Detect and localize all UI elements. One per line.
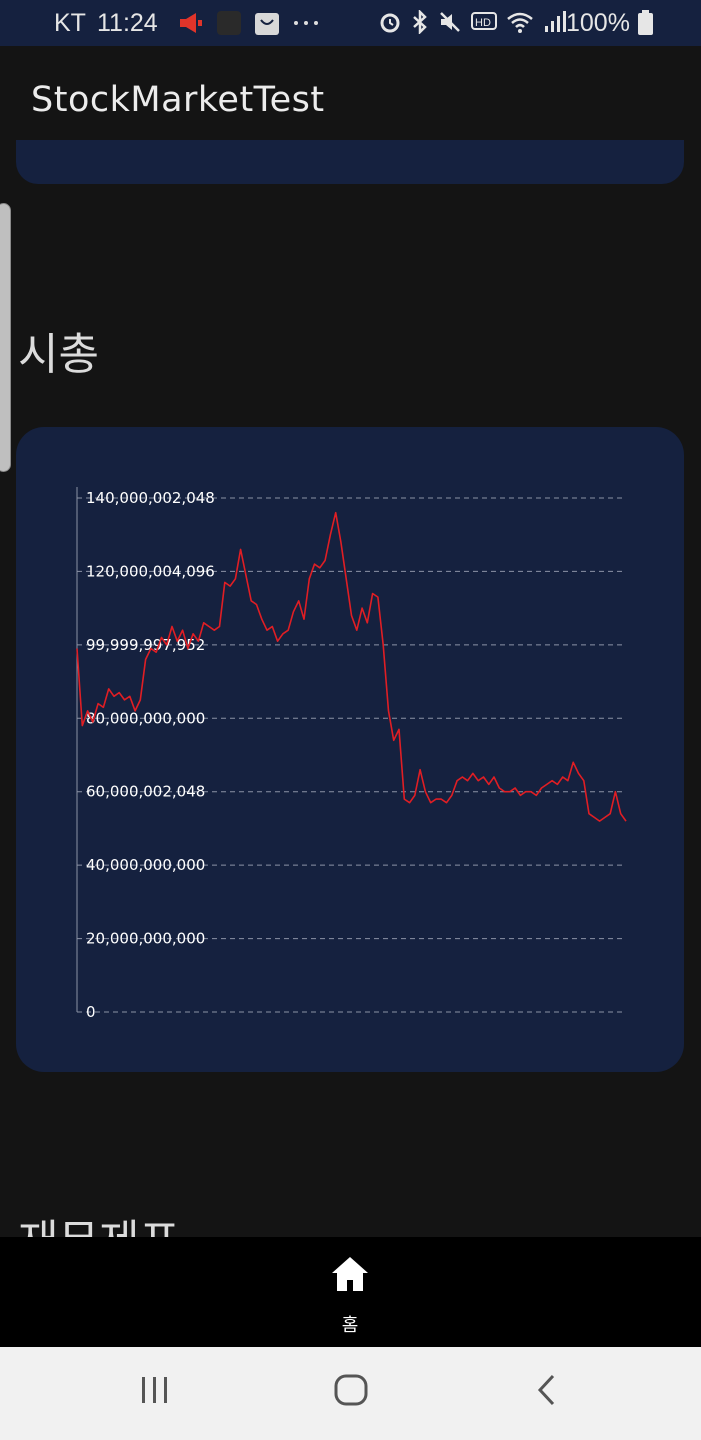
megaphone-icon [180,13,202,33]
shopping-bag-icon [255,13,279,35]
market-cap-chart: 0 20,000,000,000 40,000,000,000 60,000,002,… [76,487,627,1021]
app-title: StockMarketTest [31,80,325,120]
app-icon [217,11,241,35]
y-tick-label: 99,999,997,952 [86,636,205,654]
bluetooth-icon [413,10,427,34]
more-dots-icon [294,21,318,25]
home-button[interactable] [334,1373,368,1407]
market-cap-chart-card: 0 20,000,000,000 40,000,000,000 60,000,002,… [16,427,684,1072]
market-cap-series-line [76,511,627,822]
market-cap-title: 시총 [18,329,99,380]
clock: 11:24 [97,9,158,37]
home-icon [332,1257,368,1291]
y-tick-label: 20,000,000,000 [86,930,205,948]
home-tab-label: 홈 [341,1315,359,1336]
signal-icon [545,11,566,32]
wifi-icon [507,12,533,33]
y-tick-label: 120,000,004,096 [86,562,215,580]
svg-text:HD: HD [475,17,491,29]
y-tick-label: 80,000,000,000 [86,709,205,727]
y-tick-label: 60,000,002,048 [86,783,205,801]
alarm-icon [380,13,400,33]
battery-icon [638,10,653,35]
app-bar: StockMarketTest [0,46,701,156]
battery-percent: 100% [566,9,630,37]
recent-apps-button[interactable] [140,1373,170,1407]
hd-icon: HD [471,12,497,30]
y-tick-label: 40,000,000,000 [86,856,205,874]
carrier-label: KT [54,9,86,37]
mute-icon [440,12,460,32]
back-button[interactable] [535,1373,559,1407]
previous-card [16,140,684,184]
y-tick-label: 140,000,002,048 [86,489,215,507]
system-nav-bar [0,1347,701,1440]
scroll-handle[interactable] [0,203,11,472]
y-tick-label: 0 [86,1003,96,1021]
home-tab[interactable]: 홈 [320,1255,380,1336]
status-bar: KT 11:24 HD 100% [0,0,701,46]
bottom-nav: 홈 [0,1237,701,1347]
